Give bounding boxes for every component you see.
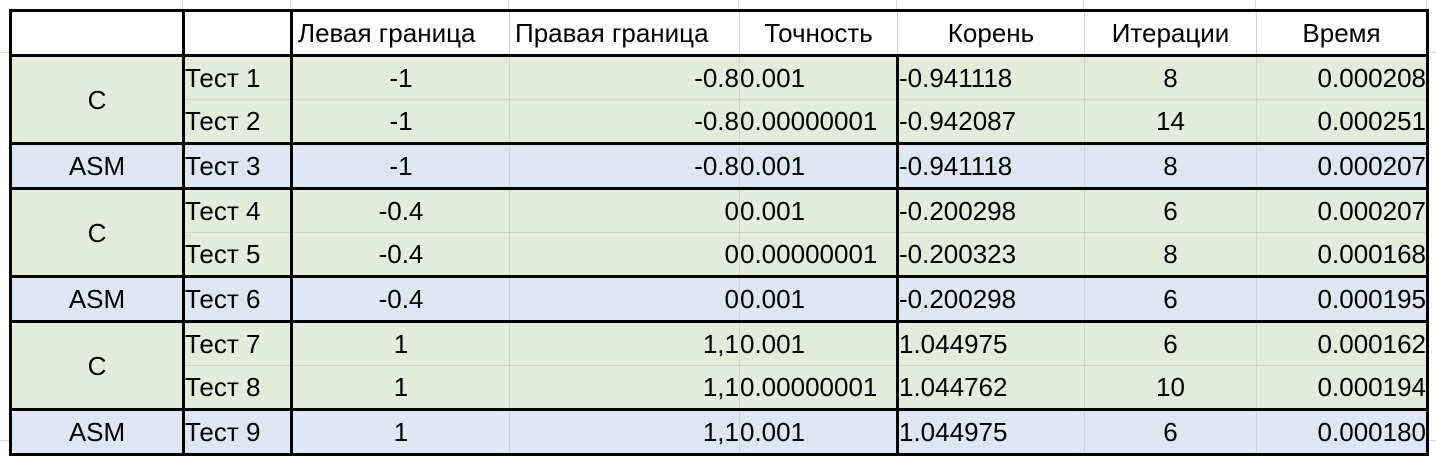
root-cell: -0.941118 [897, 55, 1085, 100]
time-cell: 0.000207 [1256, 188, 1429, 233]
lang-cell: C [9, 188, 185, 278]
test-cell: Тест 5 [183, 232, 293, 278]
table-row: ASM Тест 3 -1 -0.8 0.001 -0.941118 8 0.0… [9, 143, 1429, 190]
test-cell: Тест 1 [183, 55, 293, 100]
precision-cell: 0.001 [739, 143, 899, 190]
header-root: Корень [897, 9, 1085, 57]
header-cell-test [183, 9, 293, 57]
root-cell: 1.044975 [897, 409, 1085, 456]
header-iterations: Итерации [1084, 9, 1257, 57]
test-cell: Тест 9 [183, 409, 293, 456]
right-bound-cell: 1,1 [509, 409, 740, 456]
precision-cell: 0.001 [739, 188, 899, 233]
test-cell: Тест 8 [183, 365, 293, 411]
table-row: C Тест 1 -1 -0.8 0.001 -0.941118 8 0.000… [9, 55, 1429, 145]
root-cell: -0.200323 [897, 232, 1085, 278]
header-precision: Точность [739, 9, 898, 57]
left-bound-cell: -1 [291, 99, 510, 145]
table-row: Тест 8 1 1,1 0.00000001 1.044762 10 0.00… [11, 365, 1429, 411]
time-cell: 0.000180 [1256, 409, 1429, 456]
right-bound-cell: 1,1 [509, 365, 740, 411]
right-bound-cell: -0.8 [509, 55, 740, 100]
time-cell: 0.000195 [1256, 276, 1429, 323]
table-row: Тест 2 -1 -0.8 0.00000001 -0.942087 14 0… [11, 99, 1429, 145]
precision-cell: 0.001 [739, 321, 899, 366]
header-left-bound: Левая граница [291, 9, 510, 57]
left-bound-cell: 1 [291, 365, 510, 411]
header-row: Левая граница Правая граница Точность Ко… [9, 9, 1429, 57]
iterations-cell: 10 [1084, 365, 1257, 411]
root-cell: -0.200298 [897, 276, 1085, 323]
root-cell: 1.044762 [897, 365, 1085, 411]
root-cell: 1.044975 [897, 321, 1085, 366]
precision-cell: 0.001 [739, 276, 899, 323]
right-bound-cell: 0 [509, 188, 740, 233]
header-cell-lang [9, 9, 185, 57]
precision-cell: 0.001 [739, 409, 899, 456]
left-bound-cell: -1 [291, 143, 510, 190]
table-row: C Тест 7 1 1,1 0.001 1.044975 6 0.000162 [9, 321, 1429, 411]
table-row: ASM Тест 6 -0.4 0 0.001 -0.200298 6 0.00… [9, 276, 1429, 323]
time-cell: 0.000168 [1256, 232, 1429, 278]
left-bound-cell: 1 [291, 409, 510, 456]
left-bound-cell: -0.4 [291, 232, 510, 278]
test-cell: Тест 6 [183, 276, 293, 323]
lang-cell: C [9, 321, 185, 411]
iterations-cell: 14 [1084, 99, 1257, 145]
lang-cell: C [9, 55, 185, 145]
iterations-cell: 6 [1084, 188, 1257, 233]
root-cell: -0.942087 [897, 99, 1085, 145]
precision-cell: 0.00000001 [739, 232, 899, 278]
iterations-cell: 6 [1084, 276, 1257, 323]
lang-cell: ASM [9, 143, 185, 190]
precision-cell: 0.00000001 [739, 365, 899, 411]
right-bound-cell: 1,1 [509, 321, 740, 366]
left-bound-cell: -0.4 [291, 276, 510, 323]
table-row: C Тест 4 -0.4 0 0.001 -0.200298 6 0.0002… [9, 188, 1429, 278]
time-cell: 0.000162 [1256, 321, 1429, 366]
precision-cell: 0.001 [739, 55, 899, 100]
table-row: ASM Тест 9 1 1,1 0.001 1.044975 6 0.0001… [9, 409, 1429, 456]
right-bound-cell: 0 [509, 232, 740, 278]
lang-cell: ASM [9, 409, 185, 456]
time-cell: 0.000207 [1256, 143, 1429, 190]
left-bound-cell: -1 [291, 55, 510, 100]
lang-cell: ASM [9, 276, 185, 323]
time-cell: 0.000251 [1256, 99, 1429, 145]
iterations-cell: 8 [1084, 55, 1257, 100]
test-cell: Тест 2 [183, 99, 293, 145]
iterations-cell: 8 [1084, 232, 1257, 278]
root-cell: -0.941118 [897, 143, 1085, 190]
left-bound-cell: 1 [291, 321, 510, 366]
table-row: Тест 5 -0.4 0 0.00000001 -0.200323 8 0.0… [11, 232, 1429, 278]
precision-cell: 0.00000001 [739, 99, 899, 145]
right-bound-cell: -0.8 [509, 99, 740, 145]
test-cell: Тест 4 [183, 188, 293, 233]
test-cell: Тест 7 [183, 321, 293, 366]
left-bound-cell: -0.4 [291, 188, 510, 233]
time-cell: 0.000194 [1256, 365, 1429, 411]
root-cell: -0.200298 [897, 188, 1085, 233]
right-bound-cell: 0 [509, 276, 740, 323]
iterations-cell: 6 [1084, 321, 1257, 366]
test-cell: Тест 3 [183, 143, 293, 190]
header-right-bound: Правая граница [509, 9, 740, 57]
right-bound-cell: -0.8 [509, 143, 740, 190]
iterations-cell: 8 [1084, 143, 1257, 190]
iterations-cell: 6 [1084, 409, 1257, 456]
results-table: Левая граница Правая граница Точность Ко… [9, 9, 1429, 456]
time-cell: 0.000208 [1256, 55, 1429, 100]
header-time: Время [1256, 9, 1429, 57]
